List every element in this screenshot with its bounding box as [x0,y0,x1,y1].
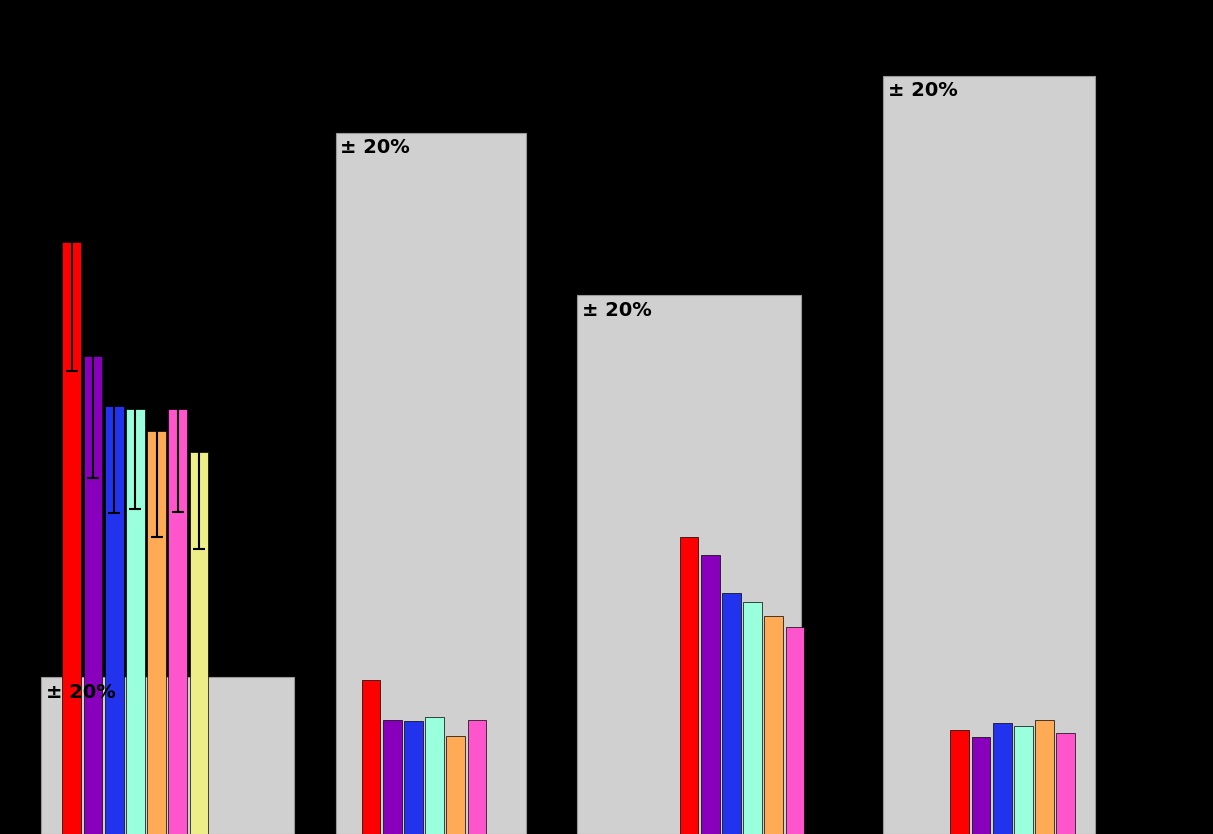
Bar [361,680,381,834]
Bar [1014,726,1032,834]
Bar [84,356,102,834]
Bar [425,717,444,834]
Text: ± 20%: ± 20% [341,138,410,158]
Bar [992,723,1012,834]
Bar [383,720,402,834]
Text: ± 20%: ± 20% [46,683,115,702]
Text: ± 20%: ± 20% [888,81,958,100]
Bar [446,736,465,834]
Bar [883,76,1095,834]
Bar [972,737,991,834]
Bar [744,601,762,834]
Bar [189,452,209,834]
Bar [104,406,124,834]
Text: ± 20%: ± 20% [582,301,651,319]
Bar [1057,733,1075,834]
Bar [577,295,801,834]
Bar [950,730,969,834]
Bar [701,555,719,834]
Bar [679,537,699,834]
Bar [722,593,741,834]
Bar [764,615,784,834]
Bar [62,243,81,834]
Bar [169,409,187,834]
Bar [467,720,486,834]
Bar [147,430,166,834]
Bar [786,627,804,834]
Bar [1035,720,1054,834]
Bar [126,409,144,834]
Bar [404,721,423,834]
Bar [336,133,526,834]
Bar [41,677,295,834]
